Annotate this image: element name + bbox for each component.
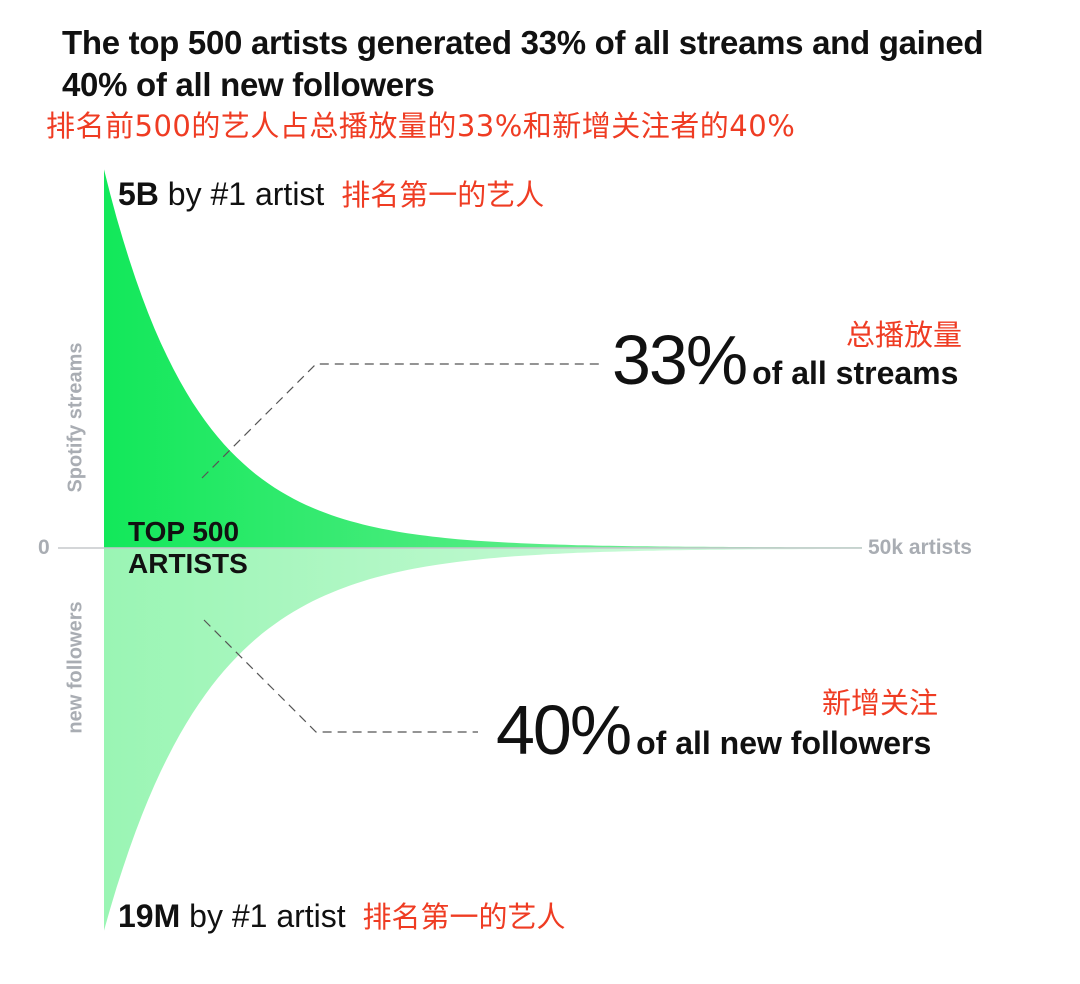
followers-area bbox=[104, 548, 862, 931]
top500-line2: ARTISTS bbox=[128, 548, 248, 579]
peak-followers-label: 19M by #1 artist 排名第一的艺人 bbox=[118, 896, 566, 937]
peak-streams-chinese: 排名第一的艺人 bbox=[341, 178, 545, 212]
peak-streams-label: 5B by #1 artist 排名第一的艺人 bbox=[118, 174, 544, 215]
peak-followers-chinese: 排名第一的艺人 bbox=[362, 900, 566, 934]
peak-streams-text: by #1 artist bbox=[167, 176, 325, 212]
top500-line1: TOP 500 bbox=[128, 516, 240, 547]
streams-leader-line bbox=[201, 363, 600, 479]
followers-share-chinese: 新增关注 bbox=[822, 686, 939, 720]
peak-followers-value: 19M bbox=[118, 898, 181, 934]
streams-area bbox=[104, 169, 862, 548]
top500-label: TOP 500 ARTISTS bbox=[128, 516, 248, 580]
followers-share-annotation: 40% of all new followers bbox=[496, 690, 931, 770]
followers-leader-line bbox=[203, 619, 478, 733]
followers-share-text: of all new followers bbox=[636, 725, 932, 761]
streams-share-value: 33% bbox=[612, 321, 748, 399]
streams-share-text: of all streams bbox=[752, 355, 959, 391]
x-end-tick-label: 50k artists bbox=[868, 536, 972, 559]
chart-title-chinese: 排名前500的艺人占总播放量的33%和新增关注者的40% bbox=[46, 109, 796, 143]
y-axis-label-followers: new followers bbox=[64, 601, 87, 734]
y-axis-label-streams: Spotify streams bbox=[64, 342, 87, 493]
followers-share-value: 40% bbox=[496, 691, 632, 769]
peak-followers-text: by #1 artist bbox=[189, 898, 346, 934]
chart-title: The top 500 artists generated 33% of all… bbox=[62, 24, 984, 103]
streams-share-annotation: 33% of all streams bbox=[612, 320, 958, 400]
peak-streams-value: 5B bbox=[118, 176, 159, 212]
streams-share-chinese: 总播放量 bbox=[846, 318, 963, 352]
zero-tick-label: 0 bbox=[38, 536, 50, 559]
